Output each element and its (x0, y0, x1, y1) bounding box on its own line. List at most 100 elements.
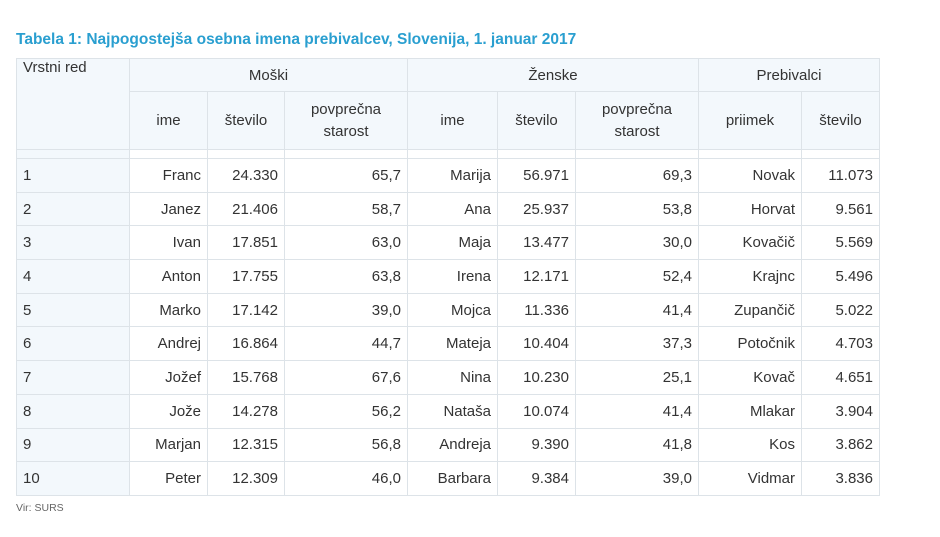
women-count-cell: 10.074 (497, 393, 576, 429)
rank-cell: 8 (16, 393, 130, 429)
header-surname-count: število (801, 91, 880, 150)
men-count-cell: 15.768 (207, 360, 285, 395)
women-name-cell: Ana (407, 191, 498, 227)
rank-cell: 10 (16, 461, 130, 496)
table-header: Vrstni red Moški Ženske Prebivalci ime š… (16, 58, 880, 150)
table-row: 2 Janez 21.406 58,7 Ana 25.937 53,8 Horv… (16, 191, 880, 227)
table-row: 5 Marko 17.142 39,0 Mojca 11.336 41,4 Zu… (16, 292, 880, 328)
header-surname: priimek (698, 91, 802, 150)
women-age-cell: 69,3 (575, 158, 699, 193)
header-men-count: število (207, 91, 285, 150)
table-row: 9 Marjan 12.315 56,8 Andreja 9.390 41,8 … (16, 427, 880, 463)
women-count-cell: 13.477 (497, 225, 576, 261)
surname-cell: Novak (698, 158, 802, 193)
men-count-cell: 12.309 (207, 461, 285, 496)
women-name-cell: Barbara (407, 461, 498, 496)
men-name-cell: Jožef (129, 360, 208, 395)
women-name-cell: Mateja (407, 326, 498, 362)
surname-count-cell: 5.496 (801, 259, 880, 294)
spacer-cell (801, 149, 880, 159)
men-age-cell: 63,8 (284, 259, 408, 294)
source-note: Vir: SURS (16, 502, 64, 514)
women-count-cell: 11.336 (497, 292, 576, 328)
surname-cell: Horvat (698, 191, 802, 227)
women-age-cell: 41,8 (575, 427, 699, 463)
spacer-cell (284, 149, 408, 159)
surname-count-cell: 9.561 (801, 191, 880, 227)
surname-cell: Kovačič (698, 225, 802, 261)
men-count-cell: 17.142 (207, 292, 285, 328)
surname-count-cell: 11.073 (801, 158, 880, 193)
men-age-cell: 39,0 (284, 292, 408, 328)
surname-count-cell: 3.904 (801, 393, 880, 429)
men-age-cell: 44,7 (284, 326, 408, 362)
women-count-cell: 10.404 (497, 326, 576, 362)
men-name-cell: Ivan (129, 225, 208, 261)
header-men-avg-age: povprečna starost (284, 91, 408, 150)
women-count-cell: 10.230 (497, 360, 576, 395)
surname-count-cell: 4.651 (801, 360, 880, 395)
men-count-cell: 14.278 (207, 393, 285, 429)
men-count-cell: 17.851 (207, 225, 285, 261)
header-group-women: Ženske (407, 58, 699, 92)
table-row: 7 Jožef 15.768 67,6 Nina 10.230 25,1 Kov… (16, 360, 880, 395)
women-age-cell: 39,0 (575, 461, 699, 496)
women-name-cell: Marija (407, 158, 498, 193)
names-table: Vrstni red Moški Ženske Prebivalci ime š… (16, 58, 880, 496)
spacer-cell (497, 149, 576, 159)
spacer-cell (129, 149, 208, 159)
men-count-cell: 24.330 (207, 158, 285, 193)
women-count-cell: 25.937 (497, 191, 576, 227)
men-count-cell: 12.315 (207, 427, 285, 463)
women-name-cell: Nina (407, 360, 498, 395)
surname-cell: Kovač (698, 360, 802, 395)
surname-cell: Mlakar (698, 393, 802, 429)
table-row: 8 Jože 14.278 56,2 Nataša 10.074 41,4 Ml… (16, 393, 880, 429)
men-age-cell: 67,6 (284, 360, 408, 395)
header-men-name: ime (129, 91, 208, 150)
men-name-cell: Anton (129, 259, 208, 294)
women-age-cell: 52,4 (575, 259, 699, 294)
women-age-cell: 53,8 (575, 191, 699, 227)
men-name-cell: Janez (129, 191, 208, 227)
surname-cell: Kos (698, 427, 802, 463)
header-rank: Vrstni red (16, 58, 130, 150)
women-name-cell: Mojca (407, 292, 498, 328)
surname-count-cell: 3.836 (801, 461, 880, 496)
table-row: 3 Ivan 17.851 63,0 Maja 13.477 30,0 Kova… (16, 225, 880, 261)
men-age-cell: 56,8 (284, 427, 408, 463)
table-row: 4 Anton 17.755 63,8 Irena 12.171 52,4 Kr… (16, 259, 880, 294)
women-age-cell: 30,0 (575, 225, 699, 261)
table-row: 6 Andrej 16.864 44,7 Mateja 10.404 37,3 … (16, 326, 880, 362)
men-name-cell: Jože (129, 393, 208, 429)
men-age-cell: 58,7 (284, 191, 408, 227)
table-row: 10 Peter 12.309 46,0 Barbara 9.384 39,0 … (16, 461, 880, 496)
men-age-cell: 46,0 (284, 461, 408, 496)
spacer-cell (407, 149, 498, 159)
table-body: 1 Franc 24.330 65,7 Marija 56.971 69,3 N… (16, 149, 880, 496)
spacer-cell (698, 149, 802, 159)
spacer-cell (207, 149, 285, 159)
women-count-cell: 9.384 (497, 461, 576, 496)
women-count-cell: 56.971 (497, 158, 576, 193)
header-women-count: število (497, 91, 576, 150)
spacer-cell (16, 149, 130, 159)
women-count-cell: 12.171 (497, 259, 576, 294)
men-age-cell: 63,0 (284, 225, 408, 261)
men-name-cell: Franc (129, 158, 208, 193)
header-women-avg-age: povprečna starost (575, 91, 699, 150)
surname-cell: Zupančič (698, 292, 802, 328)
women-name-cell: Nataša (407, 393, 498, 429)
men-name-cell: Peter (129, 461, 208, 496)
women-name-cell: Andreja (407, 427, 498, 463)
men-name-cell: Marjan (129, 427, 208, 463)
men-count-cell: 16.864 (207, 326, 285, 362)
women-name-cell: Maja (407, 225, 498, 261)
men-age-cell: 56,2 (284, 393, 408, 429)
spacer-cell (575, 149, 699, 159)
rank-cell: 1 (16, 158, 130, 193)
header-group-men: Moški (129, 58, 408, 92)
rank-cell: 9 (16, 427, 130, 463)
rank-cell: 4 (16, 259, 130, 294)
header-women-name: ime (407, 91, 498, 150)
